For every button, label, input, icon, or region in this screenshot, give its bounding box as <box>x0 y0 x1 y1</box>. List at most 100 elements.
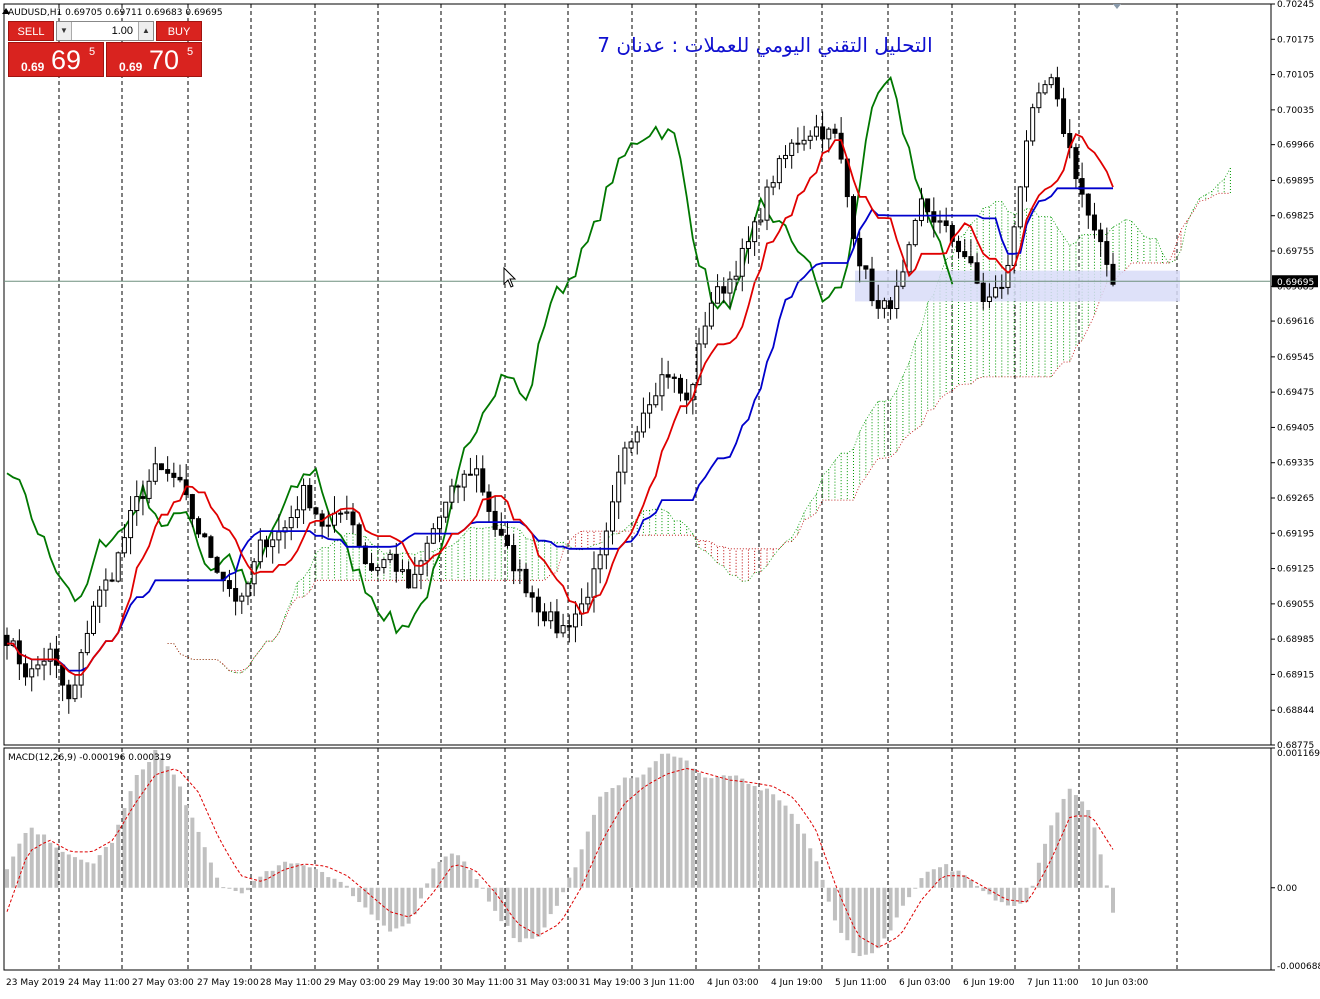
candle-body <box>634 431 640 443</box>
time-axis-label: 10 Jun 03:00 <box>1091 978 1148 988</box>
candle-body <box>888 300 894 310</box>
macd-bar <box>839 887 844 933</box>
macd-bar <box>48 842 53 888</box>
candle-body <box>758 219 764 223</box>
candle-body <box>801 139 807 145</box>
macd-signal-line <box>6 767 1114 948</box>
macd-bar <box>184 805 189 888</box>
macd-bar <box>950 871 955 888</box>
candle-body <box>813 126 819 137</box>
macd-bar <box>208 862 213 888</box>
price-axis-label: 0.69895 <box>1277 176 1314 186</box>
macd-bar <box>752 785 757 888</box>
candle-body <box>424 542 430 562</box>
macd-bar <box>524 887 529 939</box>
candle-body <box>146 480 152 499</box>
lot-decrease-icon[interactable]: ▼ <box>57 22 72 40</box>
macd-histogram <box>5 749 1115 957</box>
candle-body <box>313 507 319 515</box>
candle-body <box>671 376 677 379</box>
macd-bar <box>1005 887 1010 906</box>
price-axis-label: 0.69966 <box>1277 141 1314 151</box>
time-axis-label: 29 May 03:00 <box>324 978 386 988</box>
candle-body <box>301 484 307 511</box>
macd-bar <box>178 786 183 888</box>
macd-bar <box>616 785 621 888</box>
candle-body <box>344 511 350 514</box>
price-axis-label: 0.69755 <box>1277 247 1314 257</box>
macd-bar <box>659 753 664 888</box>
macd-bar <box>1043 843 1048 888</box>
macd-bar <box>826 887 831 902</box>
main-chart-frame <box>3 3 1272 746</box>
candle-body <box>962 251 968 258</box>
sell-price[interactable]: 0.69 69 5 <box>8 42 104 77</box>
macd-bar <box>418 887 423 899</box>
lot-size-value[interactable]: 1.00 <box>111 25 133 37</box>
macd-bar <box>579 849 584 888</box>
sell-button[interactable]: SELL <box>8 21 54 41</box>
macd-bar <box>351 887 356 897</box>
macd-bar <box>79 859 84 888</box>
price-axis-label: 0.69825 <box>1277 212 1314 222</box>
macd-bar <box>147 762 152 888</box>
candle-body <box>925 198 931 213</box>
macd-bar <box>406 887 411 924</box>
macd-bar <box>777 800 782 888</box>
candle-body <box>647 404 653 414</box>
macd-bar <box>956 870 961 888</box>
candle-body <box>517 568 523 572</box>
candle-body <box>665 374 671 378</box>
candle-body <box>974 262 980 284</box>
candle-body <box>640 412 646 433</box>
macd-bar <box>907 887 912 898</box>
candle-body <box>23 663 29 678</box>
candle-body <box>832 128 838 134</box>
macd-bar <box>536 887 541 937</box>
candle-body <box>29 668 35 678</box>
buy-button[interactable]: BUY <box>156 21 202 41</box>
macd-bar <box>678 757 683 888</box>
candle-body <box>702 325 708 345</box>
candle-body <box>529 592 535 598</box>
candle-body <box>906 244 912 273</box>
lot-increase-icon[interactable]: ▲ <box>138 22 153 40</box>
macd-bar <box>937 867 942 888</box>
candle-body <box>931 211 937 223</box>
candle-body <box>214 556 220 573</box>
candle-body <box>1079 178 1085 195</box>
candle-body <box>980 282 986 302</box>
candle-body <box>406 569 412 589</box>
macd-bar <box>449 853 454 888</box>
candle-body <box>492 510 498 530</box>
macd-bar <box>474 879 479 888</box>
candle-body <box>591 568 597 598</box>
candle-body <box>1048 77 1054 86</box>
macd-indicator-label: MACD(12,26,9) -0.000196 0.000319 <box>8 753 171 763</box>
time-axis-label: 31 May 03:00 <box>516 978 578 988</box>
candle-body <box>622 447 628 473</box>
candle-body <box>511 545 517 572</box>
macd-bar <box>857 887 862 957</box>
candle-body <box>91 605 97 634</box>
candle-body <box>610 501 616 532</box>
candle-body <box>338 512 344 515</box>
time-axis-label: 29 May 19:00 <box>388 978 450 988</box>
macd-bar <box>666 753 671 888</box>
lot-size-input[interactable]: ▼ 1.00 ▲ <box>56 21 154 41</box>
macd-bar <box>425 883 430 888</box>
candle-body <box>288 517 294 529</box>
macd-bar <box>245 887 250 891</box>
price-axis-label: 0.69475 <box>1277 388 1314 398</box>
candle-body <box>752 221 758 243</box>
candle-body <box>307 484 313 509</box>
candle-body <box>764 186 770 221</box>
macd-bar <box>647 767 652 888</box>
macd-bar <box>764 788 769 888</box>
candle-body <box>1036 92 1042 109</box>
buy-price[interactable]: 0.69 70 5 <box>106 42 202 77</box>
current-price-tag <box>1272 275 1318 288</box>
macd-bar <box>1061 798 1066 888</box>
candle-body <box>134 496 140 512</box>
